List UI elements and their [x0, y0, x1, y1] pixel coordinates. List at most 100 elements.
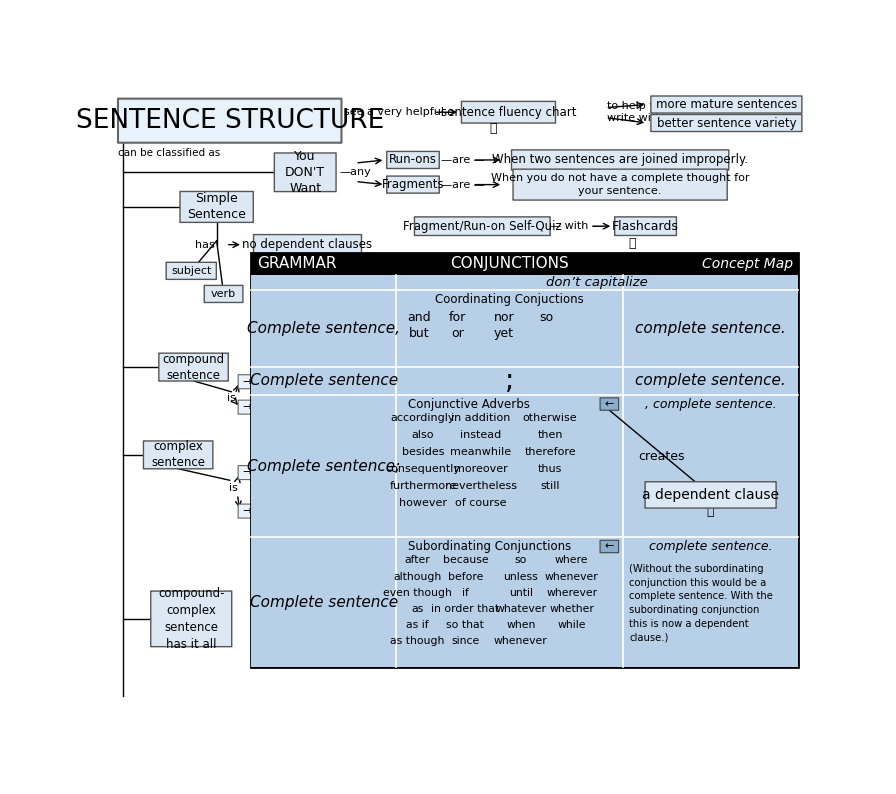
Text: ⧉: ⧉ — [489, 122, 496, 135]
Text: — with —: — with — — [550, 222, 603, 231]
Text: since: since — [452, 636, 479, 646]
Text: —any: —any — [339, 168, 371, 177]
Text: ←: ← — [605, 542, 614, 552]
FancyBboxPatch shape — [650, 96, 802, 113]
Text: furthermore: furthermore — [390, 480, 457, 491]
Text: nevertheless: nevertheless — [444, 480, 517, 491]
Text: before: before — [448, 572, 483, 581]
Text: whenever: whenever — [545, 572, 599, 581]
Text: besides: besides — [401, 447, 444, 457]
Text: nor: nor — [494, 310, 514, 323]
Text: thus: thus — [538, 464, 563, 474]
Text: Flashcards: Flashcards — [612, 220, 679, 233]
Text: complete sentence.: complete sentence. — [649, 540, 772, 553]
Text: Complete sentence: Complete sentence — [250, 595, 398, 610]
FancyBboxPatch shape — [204, 285, 243, 303]
Text: in order that: in order that — [431, 604, 499, 614]
Text: SENTENCE STRUCTURE: SENTENCE STRUCTURE — [75, 108, 383, 133]
Text: where: where — [555, 555, 589, 565]
FancyBboxPatch shape — [615, 217, 676, 236]
Text: Complete sentence,: Complete sentence, — [247, 321, 401, 336]
FancyBboxPatch shape — [461, 102, 556, 123]
Text: so that: so that — [446, 620, 485, 630]
Text: to help you
write with: to help you write with — [607, 101, 670, 123]
Text: if: if — [462, 588, 469, 598]
FancyBboxPatch shape — [387, 176, 439, 193]
Text: although: although — [393, 572, 442, 581]
Text: creates: creates — [639, 450, 685, 463]
Text: You
DON'T
Want: You DON'T Want — [285, 150, 325, 195]
Text: is: is — [227, 393, 236, 403]
Text: as: as — [411, 604, 424, 614]
Text: GRAMMAR: GRAMMAR — [257, 256, 337, 272]
FancyBboxPatch shape — [512, 150, 728, 170]
Text: of course: of course — [455, 498, 506, 507]
Text: as though: as though — [391, 636, 444, 646]
Text: after: after — [405, 555, 430, 565]
FancyBboxPatch shape — [238, 375, 255, 389]
Text: a dependent clause: a dependent clause — [642, 488, 780, 502]
Text: but: but — [409, 327, 429, 341]
Text: complete sentence.: complete sentence. — [635, 373, 786, 388]
Text: is: is — [229, 483, 238, 493]
Text: Concept Map: Concept Map — [702, 257, 793, 271]
FancyBboxPatch shape — [159, 353, 228, 381]
Text: ;: ; — [505, 367, 514, 395]
Text: as if: as if — [406, 620, 429, 630]
Text: wherever: wherever — [546, 588, 597, 598]
Text: , complete sentence.: , complete sentence. — [645, 398, 777, 410]
Text: complete sentence.: complete sentence. — [635, 321, 786, 336]
Text: compound
sentence: compound sentence — [162, 353, 225, 382]
Text: complex
sentence: complex sentence — [151, 441, 205, 469]
Text: subject: subject — [171, 266, 211, 276]
Text: consequently: consequently — [385, 464, 461, 474]
FancyBboxPatch shape — [645, 482, 776, 508]
FancyBboxPatch shape — [151, 591, 232, 646]
FancyBboxPatch shape — [238, 465, 255, 480]
Text: instead: instead — [461, 430, 502, 440]
Text: still: still — [540, 480, 560, 491]
Text: →: → — [242, 402, 252, 412]
Text: ←: ← — [605, 399, 614, 409]
Text: don’t capitalize: don’t capitalize — [547, 276, 648, 289]
Text: verb: verb — [211, 289, 237, 299]
Text: unless: unless — [504, 572, 538, 581]
Text: or: or — [452, 327, 464, 341]
FancyBboxPatch shape — [180, 191, 254, 222]
Text: ⧉: ⧉ — [288, 254, 295, 268]
FancyBboxPatch shape — [600, 540, 618, 553]
Text: meanwhile: meanwhile — [450, 447, 512, 457]
Text: Coordinating Conjuctions: Coordinating Conjuctions — [435, 293, 584, 306]
Text: whenever: whenever — [494, 636, 547, 646]
FancyBboxPatch shape — [238, 400, 255, 414]
Text: however: however — [399, 498, 447, 507]
Text: When two sentences are joined improperly.: When two sentences are joined improperly… — [492, 153, 748, 167]
Text: can be classified as: can be classified as — [118, 148, 220, 158]
Text: Fragments: Fragments — [382, 178, 444, 191]
Text: until: until — [509, 588, 533, 598]
Text: while: while — [557, 620, 586, 630]
FancyBboxPatch shape — [118, 98, 341, 143]
FancyBboxPatch shape — [238, 504, 255, 518]
FancyBboxPatch shape — [600, 398, 618, 410]
Text: Simple
Sentence: Simple Sentence — [187, 192, 246, 222]
Text: and: and — [408, 310, 431, 323]
FancyBboxPatch shape — [166, 262, 216, 279]
FancyBboxPatch shape — [251, 275, 798, 668]
Text: then: then — [538, 430, 563, 440]
Text: ⧉: ⧉ — [629, 237, 636, 249]
Text: Complete sentence: Complete sentence — [250, 373, 398, 388]
Text: Conjunctive Adverbs: Conjunctive Adverbs — [408, 398, 530, 410]
Text: (Without the subordinating
conjunction this would be a
complete sentence. With t: (Without the subordinating conjunction t… — [629, 565, 773, 642]
Text: has: has — [195, 240, 215, 249]
Text: —are —: —are — — [441, 155, 485, 165]
Text: see a very helpful: see a very helpful — [344, 107, 444, 118]
Text: Fragment/Run-on Self-Quiz: Fragment/Run-on Self-Quiz — [403, 220, 562, 233]
FancyBboxPatch shape — [650, 114, 802, 132]
FancyBboxPatch shape — [143, 441, 213, 468]
Text: otherwise: otherwise — [522, 413, 577, 423]
Text: compound-
complex
sentence
has it all: compound- complex sentence has it all — [158, 587, 225, 651]
Text: so: so — [539, 310, 553, 323]
Text: ⧉: ⧉ — [707, 505, 714, 518]
Text: accordingly: accordingly — [391, 413, 455, 423]
